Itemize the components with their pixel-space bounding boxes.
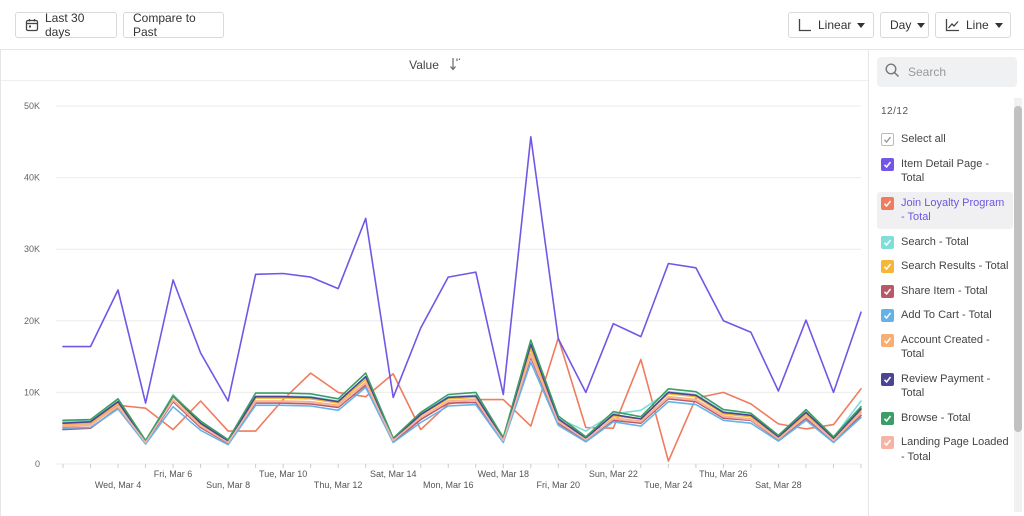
- y-tick-label: 30K: [24, 244, 40, 254]
- checkbox-checked-icon: [881, 284, 894, 298]
- scale-label: Linear: [818, 18, 852, 32]
- sort-icon[interactable]: [449, 57, 461, 74]
- series-line: [62, 356, 862, 445]
- legend-item[interactable]: Item Detail Page - Total: [877, 153, 1013, 190]
- checkbox-checked-icon: [881, 411, 894, 425]
- series-count: 12/12: [881, 106, 909, 117]
- legend-item[interactable]: Add To Cart - Total: [877, 304, 1013, 327]
- legend-item-label: Account Created - Total: [901, 333, 990, 361]
- legend-item[interactable]: Share Item - Total: [877, 280, 1013, 303]
- interval-label: Day: [890, 18, 912, 32]
- legend-item[interactable]: Review Payment - Total: [877, 368, 1013, 405]
- x-tick-label: Sat, Mar 14: [370, 469, 417, 479]
- select-all-label: Select all: [901, 133, 946, 145]
- x-tick-label: Sat, Mar 28: [755, 480, 802, 490]
- legend-item-label: Search - Total: [901, 235, 969, 248]
- checkbox-checked-icon: [881, 372, 894, 386]
- compare-label: Compare to Past: [133, 11, 196, 39]
- calendar-icon: [25, 18, 39, 32]
- legend-item-label: Join Loyalty Program - Total: [901, 196, 1005, 224]
- series-line: [62, 339, 862, 442]
- checkbox-checked-icon: [881, 157, 894, 171]
- legend-item-label: Review Payment - Total: [901, 372, 991, 400]
- series-line: [62, 343, 862, 443]
- legend-item[interactable]: Browse - Total: [877, 407, 1013, 430]
- series-line: [62, 136, 862, 404]
- legend-item-label: Landing Page Loaded - Total: [901, 436, 1009, 463]
- series-line: [62, 354, 862, 444]
- x-tick-label: Thu, Mar 26: [699, 469, 748, 479]
- legend-scrollbar-thumb[interactable]: [1014, 106, 1022, 432]
- legend-item-label: Share Item - Total: [901, 284, 988, 297]
- legend-item-label: Search Results - Total: [901, 260, 1009, 272]
- date-range-button[interactable]: Last 30 days: [15, 11, 117, 39]
- x-tick-label: Tue, Mar 10: [259, 469, 307, 479]
- select-all[interactable]: Select all: [877, 128, 1013, 151]
- x-tick-label: Sun, Mar 22: [589, 469, 638, 479]
- checkbox-checked-icon: [881, 436, 894, 449]
- legend-item[interactable]: Join Loyalty Program - Total: [877, 191, 1013, 229]
- y-tick-label: 40K: [24, 173, 40, 183]
- legend-item-label: Item Detail Page - Total: [901, 157, 990, 185]
- y-tick-label: 20K: [24, 316, 40, 326]
- search-input[interactable]: [908, 65, 1008, 79]
- legend-item[interactable]: Account Created - Total: [877, 329, 1013, 366]
- chevron-down-icon: [857, 22, 866, 28]
- chart-type-label: Line: [966, 18, 989, 32]
- legend-item[interactable]: Search Results - Total: [877, 255, 1013, 278]
- y-tick-label: 50K: [24, 101, 40, 111]
- legend-panel: 12/12 Select all Item Detail Page - Tota…: [868, 50, 1024, 516]
- legend-item-label: Browse - Total: [901, 411, 971, 424]
- chevron-down-icon: [994, 22, 1003, 28]
- checkbox-checked-icon: [881, 333, 894, 347]
- legend-item[interactable]: Landing Page Loaded - Total: [877, 431, 1013, 468]
- scale-dropdown[interactable]: Linear: [788, 12, 874, 38]
- chart-panel: Value 0 10K 20K 30K 40K 50K Fri, Mar 6 Tue, Mar…: [0, 50, 869, 516]
- chart-header: Value: [1, 50, 869, 81]
- toolbar: Last 30 days Compare to Past Linear Day …: [0, 0, 1024, 50]
- chart-type-dropdown[interactable]: Line: [935, 12, 1011, 38]
- legend-list: Select all Item Detail Page - Total Join …: [877, 128, 1013, 470]
- axis-scale-icon: [798, 18, 812, 32]
- checkbox-checked-icon: [881, 260, 894, 273]
- legend-search: [877, 57, 1017, 87]
- legend-item[interactable]: Search - Total: [877, 231, 1013, 254]
- checkbox-icon: [881, 133, 894, 146]
- checkbox-checked-icon: [881, 196, 894, 210]
- chevron-down-icon: [917, 22, 926, 28]
- line-chart-icon: [945, 18, 960, 32]
- series-line: [62, 361, 862, 446]
- x-tick-label: Thu, Mar 12: [314, 480, 363, 490]
- x-tick-label: Tue, Mar 24: [644, 480, 692, 490]
- y-tick-label: 0: [35, 459, 40, 469]
- interval-dropdown[interactable]: Day: [880, 12, 929, 38]
- x-tick-label: Wed, Mar 4: [95, 480, 141, 490]
- legend-item-label: Add To Cart - Total: [901, 309, 992, 321]
- x-tick-label: Fri, Mar 20: [537, 480, 581, 490]
- x-tick-label: Wed, Mar 18: [478, 469, 529, 479]
- compare-to-past-button[interactable]: Compare to Past: [123, 11, 224, 39]
- value-column-label: Value: [409, 58, 439, 72]
- y-tick-label: 10K: [24, 387, 40, 397]
- checkbox-checked-icon: [881, 309, 894, 322]
- x-tick-label: Mon, Mar 16: [423, 480, 474, 490]
- line-chart: 0 10K 20K 30K 40K 50K Fri, Mar 6 Tue, Mar 10 Sat…: [24, 101, 862, 490]
- x-tick-label: Fri, Mar 6: [154, 469, 193, 479]
- date-range-label: Last 30 days: [45, 11, 85, 39]
- checkbox-checked-icon: [881, 235, 894, 249]
- search-icon: [885, 63, 900, 81]
- x-tick-label: Sun, Mar 8: [206, 480, 250, 490]
